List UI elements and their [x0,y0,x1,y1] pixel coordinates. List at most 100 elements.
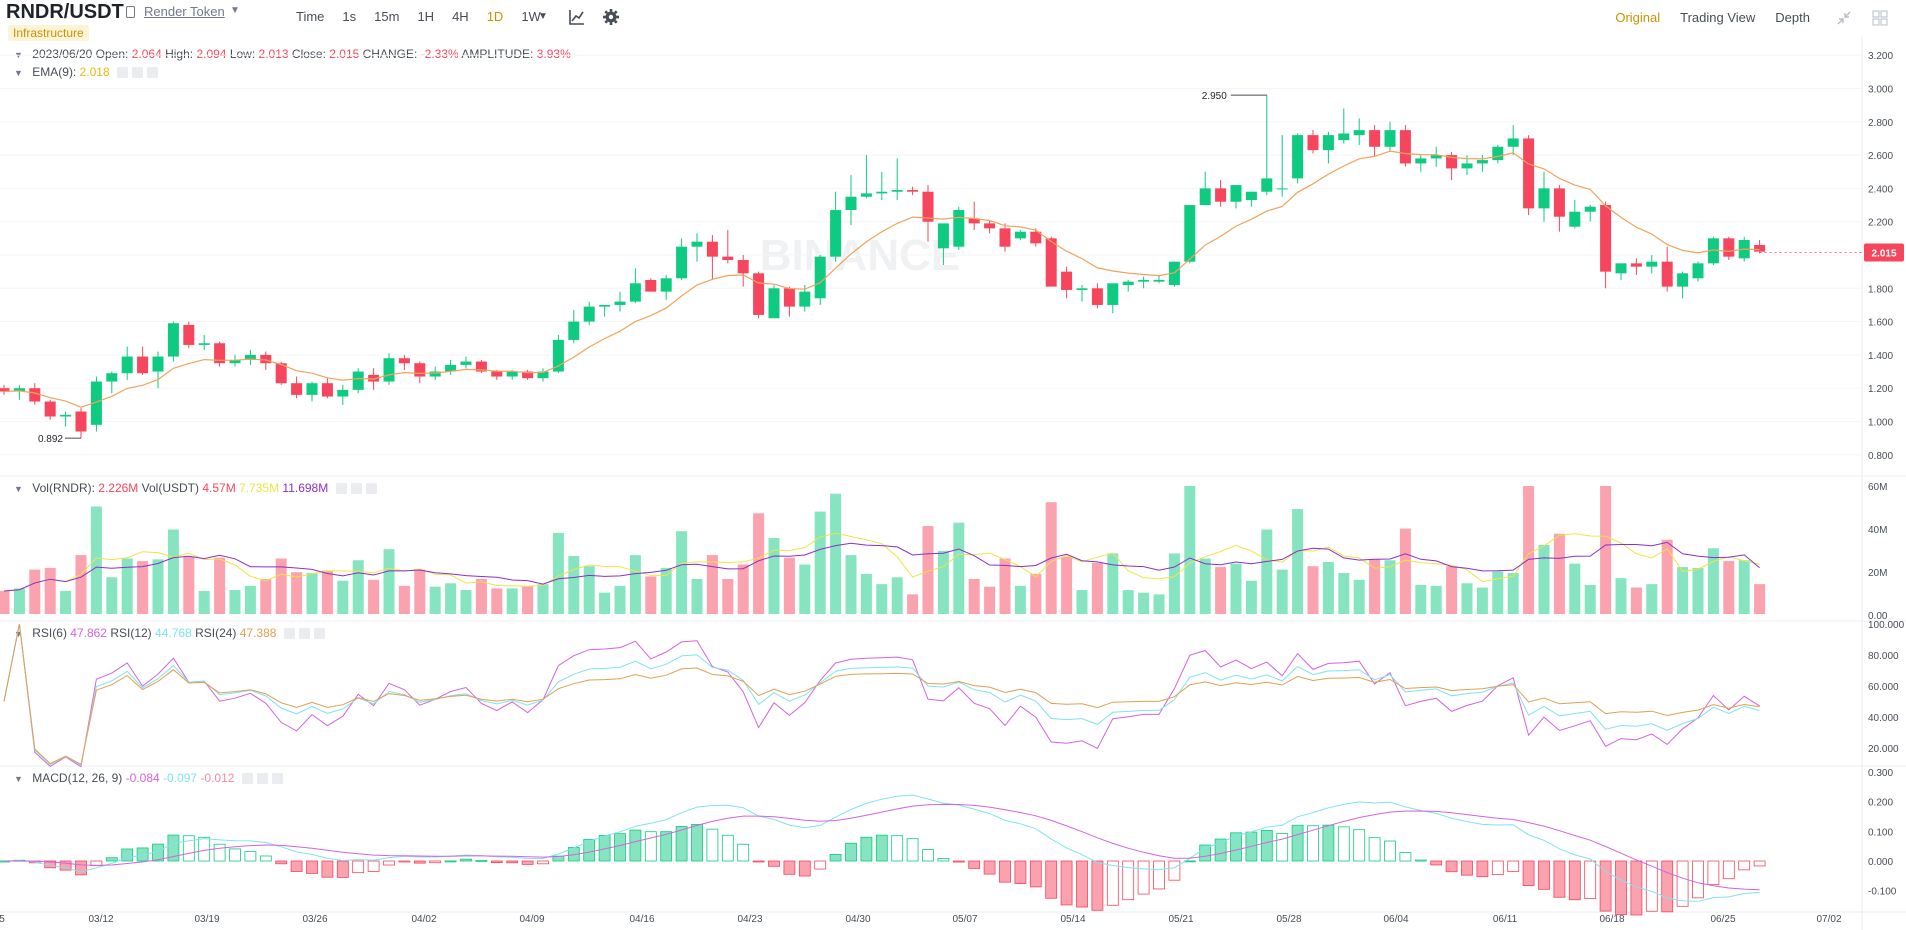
macd-histogram-bar [1722,860,1735,880]
hide-icon[interactable] [117,67,128,78]
interval-1s[interactable]: 1s [342,9,357,24]
settings-icon[interactable] [298,628,310,639]
price-tick-label: 2.400 [1868,184,1893,195]
volume-bar [522,585,534,614]
rsi-line [3,623,1760,768]
volume-bar [937,550,949,614]
legend-high-label: High: [165,47,194,61]
volume-bar [1276,569,1288,614]
layout-grid-icon[interactable] [1872,10,1888,26]
volume-bar [460,590,472,614]
macd-histogram-bar [75,860,87,876]
interval-1w[interactable]: 1W [521,9,541,24]
volume-bar [306,573,318,614]
volume-bar [121,558,133,614]
macd-histogram-bar [1445,860,1458,873]
candle-body [183,324,195,345]
macd-histogram-bar [1553,860,1566,898]
macd-histogram-bar [752,860,765,863]
macd-histogram-bar [1091,860,1104,911]
candle-body [1230,185,1242,202]
x-tick-label: 04/09 [519,914,544,925]
hide-icon[interactable] [335,483,347,494]
macd-histogram-bar [814,860,827,870]
candle-body [244,354,256,360]
category-tag[interactable]: Infrastructure [8,25,89,41]
interval-4h[interactable]: 4H [452,9,469,24]
settings-icon[interactable] [256,773,268,784]
x-tick-label: 06/04 [1383,914,1408,925]
indicator-icon[interactable] [568,8,586,26]
hide-icon[interactable] [241,773,253,784]
candle-body [44,401,56,417]
x-tick-label: 06/18 [1599,914,1624,925]
hide-icon[interactable] [283,628,295,639]
macd-histogram-bar [259,855,272,862]
close-icon[interactable] [147,67,158,78]
macd-histogram-bar [1230,832,1242,862]
candle-body [1723,238,1735,257]
ema-label: EMA(9): [32,65,77,79]
more-intervals-icon[interactable]: ▼ [538,11,548,22]
candle-body [1446,155,1458,169]
settings-icon[interactable] [350,483,362,494]
macd-histogram-bar [614,833,626,862]
collapse-caret-icon[interactable]: ▼ [14,68,23,78]
volume-bar [691,579,703,614]
close-icon[interactable] [271,773,283,784]
macd-histogram-bar [306,860,318,874]
candle-body [907,190,919,192]
interval-1d[interactable]: 1D [486,9,504,24]
interval-1h[interactable]: 1H [417,9,435,24]
last-price-label: 2.015 [1871,249,1896,260]
candle-body [491,371,503,377]
close-icon[interactable] [313,628,325,639]
ema-legend: ▼ EMA(9): 2.018 [14,65,158,79]
settings-icon[interactable] [132,67,143,78]
vol-rndr: 2.226M [98,481,139,495]
x-tick-label: 04/30 [845,914,870,925]
volume-bar [999,558,1011,614]
collapse-caret-icon[interactable]: ▼ [14,484,23,494]
volume-bar [1184,486,1196,614]
vol-ma1: 7.735M [239,481,280,495]
interval-time[interactable]: Time [296,9,325,24]
interval-selector: Time 1s 15m 1H 4H 1D 1W [296,9,559,24]
macd-histogram-bar [1214,838,1227,862]
interval-15m[interactable]: 15m [374,9,400,24]
rsi12-value: 44.768 [155,626,192,640]
macd-histogram-bar [383,860,395,866]
collapse-caret-icon[interactable]: ▼ [14,774,23,784]
macd-histogram-bar [906,838,919,862]
info-icon[interactable] [126,6,135,18]
gear-icon[interactable] [602,8,620,26]
volume-bar [1677,567,1689,614]
macd-histogram-bar [1599,860,1612,912]
close-icon[interactable] [365,483,377,494]
volume-bar [214,557,226,614]
view-depth[interactable]: Depth [1775,10,1810,25]
candle-body [1215,188,1227,202]
caret-down-icon[interactable]: ▼ [230,5,240,16]
macd-histogram-bar [1399,852,1412,862]
volume-bar [922,526,934,614]
candle-body [13,388,25,392]
view-trading-view[interactable]: Trading View [1680,10,1756,25]
high-marker-label: 2.950 [1202,91,1227,102]
candle-body [506,371,518,377]
macd-histogram-bar [845,842,857,862]
candle-body [414,363,426,377]
token-name-link[interactable]: Render Token [144,4,225,19]
volume-bar [1476,587,1488,614]
volume-bar [1661,539,1673,614]
shrink-icon[interactable] [1836,10,1852,26]
macd-histogram-bar [952,860,965,863]
macd-histogram-bar [182,835,195,862]
candle-body [1307,135,1319,151]
view-original[interactable]: Original [1615,10,1661,25]
collapse-caret-icon[interactable]: ▼ [14,629,23,639]
volume-bar [1692,567,1704,614]
volume-bar [90,506,102,614]
candlestick-chart[interactable]: BINANCE3.2003.0002.8002.6002.4002.2002.0… [0,36,1906,930]
volume-bar [75,555,87,614]
